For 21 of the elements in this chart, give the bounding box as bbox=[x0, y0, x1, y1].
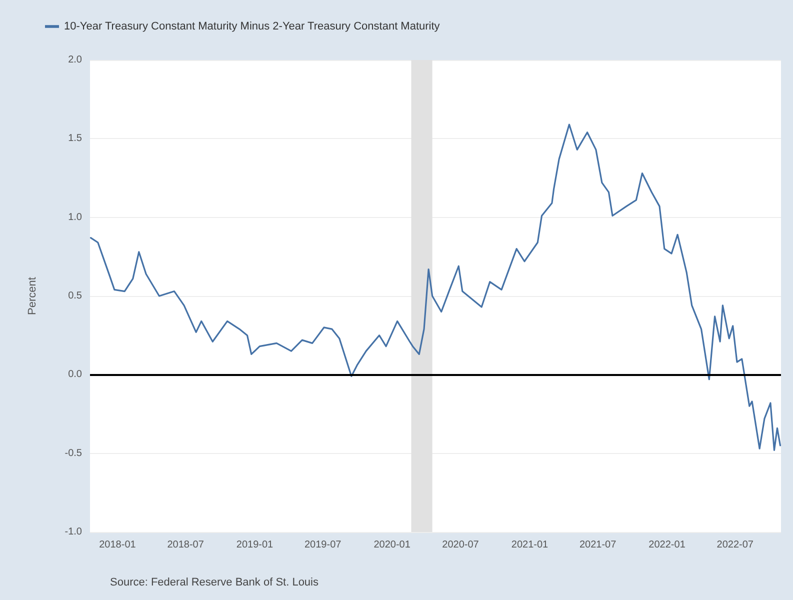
y-tick-label: 0.0 bbox=[68, 369, 82, 380]
y-tick-label: 1.0 bbox=[68, 212, 82, 223]
y-tick-label: 2.0 bbox=[68, 54, 82, 66]
y-axis-title: Percent bbox=[26, 277, 38, 315]
source-note: Source: Federal Reserve Bank of St. Louis bbox=[110, 576, 319, 588]
x-tick-label: 2019-01 bbox=[236, 540, 274, 550]
x-tick-label: 2020-01 bbox=[374, 540, 411, 550]
x-tick-label: 2022-07 bbox=[716, 540, 754, 550]
x-tick-label: 2021-07 bbox=[579, 540, 617, 550]
y-tick-label: 1.5 bbox=[68, 133, 82, 144]
x-tick-label: 2022-01 bbox=[648, 540, 686, 550]
y-tick-label: -1.0 bbox=[64, 526, 82, 538]
legend-label: 10-Year Treasury Constant Maturity Minus 2-Year Treasury Constant Maturity bbox=[64, 20, 440, 32]
x-tick-label: 2018-07 bbox=[167, 540, 204, 550]
y-tick-label: 0.5 bbox=[68, 290, 82, 302]
x-tick-label: 2018-01 bbox=[99, 540, 136, 550]
x-tick-label: 2019-07 bbox=[304, 540, 342, 550]
x-tick-label: 2020-07 bbox=[442, 540, 480, 550]
y-tick-label: -0.5 bbox=[64, 448, 82, 459]
x-tick-label: 2021-01 bbox=[511, 540, 549, 550]
line-series bbox=[90, 124, 782, 451]
